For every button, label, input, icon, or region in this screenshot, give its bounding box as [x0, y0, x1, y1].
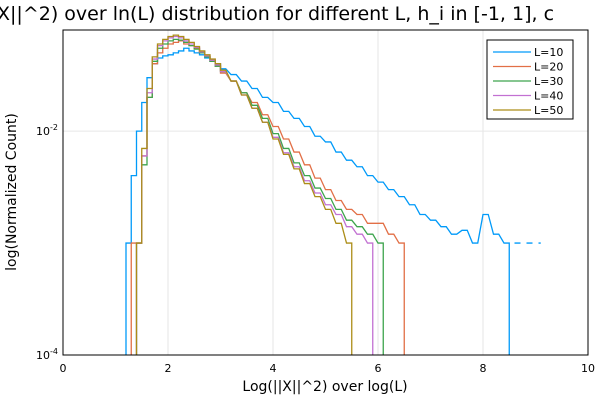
y-axis-label: log(Normalized Count) — [4, 113, 20, 271]
series-line-L30 — [135, 38, 384, 355]
legend: L=10 L=20L=30 L=40L=50 — [486, 39, 574, 120]
legend-label: L=30 — [534, 75, 563, 88]
series-lines — [125, 34, 541, 355]
x-tick-label: 2 — [165, 362, 172, 375]
series-line-L10 — [125, 47, 510, 355]
x-tick-label: 0 — [60, 362, 67, 375]
y-tick-label: 10-4 — [36, 347, 58, 362]
series-line-L40 — [135, 35, 374, 355]
x-axis-label: Log(||X||^2) over log(L) — [242, 379, 407, 395]
legend-box — [486, 39, 574, 120]
series-line-L20 — [130, 40, 405, 355]
x-tick-labels: 0 2 4 6 8 10 — [60, 362, 596, 375]
x-tick-label: 8 — [480, 362, 487, 375]
x-tick-label: 6 — [375, 362, 382, 375]
legend-label: L=10 — [534, 46, 563, 59]
chart-title: X||^2) over ln(L) distribution for diffe… — [0, 3, 554, 25]
y-tick-label: 10-2 — [36, 123, 58, 138]
series-line-L50 — [135, 34, 353, 355]
legend-label: L=20 — [534, 61, 563, 74]
x-tick-label: 4 — [270, 362, 277, 375]
x-tick-label: 10 — [581, 362, 595, 375]
legend-label: L=50 — [534, 104, 563, 117]
y-tick-labels: 10-4 10-2 — [36, 123, 58, 362]
plot-frame — [62, 29, 589, 356]
legend-label: L=40 — [534, 90, 563, 103]
